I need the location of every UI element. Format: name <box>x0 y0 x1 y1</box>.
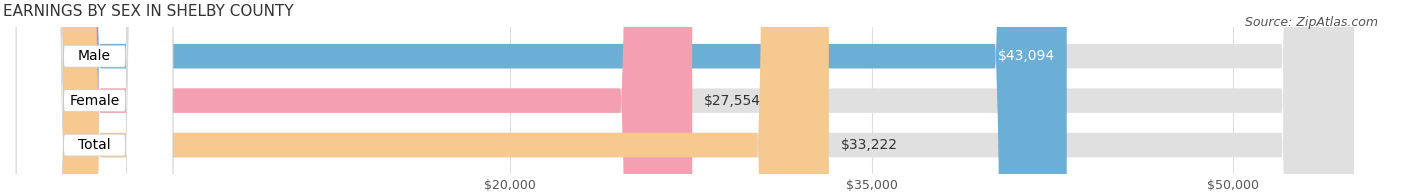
FancyBboxPatch shape <box>28 0 1354 196</box>
Text: Total: Total <box>79 138 111 152</box>
FancyBboxPatch shape <box>28 0 830 196</box>
Text: $33,222: $33,222 <box>841 138 898 152</box>
Text: Male: Male <box>79 49 111 63</box>
FancyBboxPatch shape <box>17 0 173 196</box>
FancyBboxPatch shape <box>28 0 1354 196</box>
Text: Source: ZipAtlas.com: Source: ZipAtlas.com <box>1244 16 1378 29</box>
FancyBboxPatch shape <box>28 0 1067 196</box>
FancyBboxPatch shape <box>28 0 692 196</box>
Text: $43,094: $43,094 <box>997 49 1054 63</box>
FancyBboxPatch shape <box>28 0 1354 196</box>
Text: $27,554: $27,554 <box>704 94 761 108</box>
Text: EARNINGS BY SEX IN SHELBY COUNTY: EARNINGS BY SEX IN SHELBY COUNTY <box>3 4 294 19</box>
FancyBboxPatch shape <box>17 0 173 196</box>
FancyBboxPatch shape <box>17 0 173 196</box>
Text: Female: Female <box>69 94 120 108</box>
